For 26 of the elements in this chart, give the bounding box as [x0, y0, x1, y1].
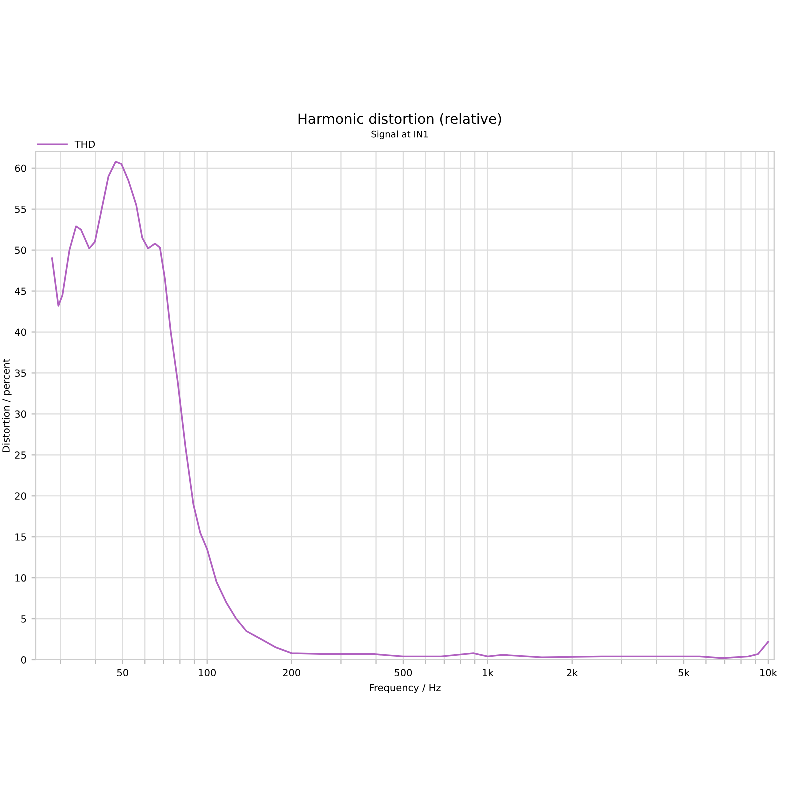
- y-tick-label: 0: [21, 656, 26, 664]
- y-tick-label: 25: [15, 452, 26, 459]
- y-tick-label: 10: [16, 574, 26, 582]
- x-tick-label: 100: [199, 669, 216, 677]
- y-tick-label: 35: [15, 370, 26, 378]
- y-tick-label: 40: [15, 328, 26, 336]
- y-tick-label: 30: [15, 410, 26, 418]
- chart-subtitle: Signal at IN1: [372, 130, 428, 140]
- y-axis-title: Distortion / percent: [2, 359, 12, 452]
- y-tick-label: 50: [15, 246, 26, 254]
- x-tick-label: 200: [283, 669, 300, 677]
- y-tick-label: 60: [15, 164, 26, 172]
- x-tick-label: 50: [117, 669, 128, 677]
- y-tick-label: 20: [15, 492, 26, 500]
- legend-label: THD: [74, 140, 96, 148]
- y-tick-label: 15: [16, 534, 26, 541]
- x-axis-title: Frequency / Hz: [370, 684, 441, 694]
- x-tick-label: 500: [394, 669, 412, 677]
- y-tick-label: 55: [15, 206, 26, 214]
- y-tick-label: 5: [22, 616, 26, 623]
- x-tick-label: 10k: [760, 669, 778, 677]
- x-tick-label: 5k: [678, 669, 690, 677]
- x-tick-label: 2k: [567, 669, 578, 676]
- y-tick-label: 45: [15, 288, 26, 296]
- chart-title: Harmonic distortion (relative): [298, 113, 502, 126]
- x-tick-label: 1k: [483, 669, 494, 676]
